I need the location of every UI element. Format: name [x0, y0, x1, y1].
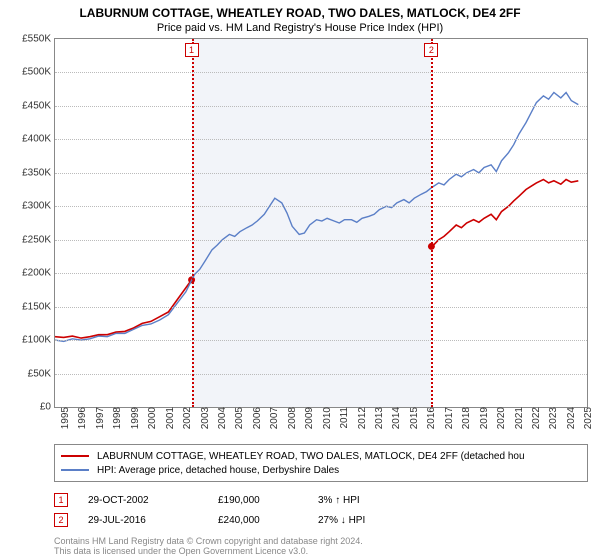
y-axis-tick-label: £450K — [22, 100, 55, 111]
sale-pct-vs-hpi: 3% ↑ HPI — [318, 495, 418, 506]
y-axis-tick-label: £100K — [22, 335, 55, 346]
x-axis-tick-label: 2015 — [407, 407, 420, 429]
x-axis-tick-label: 2024 — [564, 407, 577, 429]
sales-table: 1 29-OCT-2002 £190,000 3% ↑ HPI 2 29-JUL-2016… — [54, 490, 588, 530]
sale-vertical-line — [192, 39, 194, 407]
y-axis-tick-label: £550K — [22, 34, 55, 45]
x-axis-tick-label: 1995 — [58, 407, 71, 429]
x-axis-tick-label: 2006 — [250, 407, 263, 429]
sale-row: 1 29-OCT-2002 £190,000 3% ↑ HPI — [54, 490, 588, 510]
sale-price: £240,000 — [218, 515, 298, 526]
footer-line-1: Contains HM Land Registry data © Crown c… — [54, 536, 588, 546]
x-axis-tick-label: 2004 — [215, 407, 228, 429]
x-axis-tick-label: 2003 — [198, 407, 211, 429]
chart-subtitle: Price paid vs. HM Land Registry's House … — [0, 20, 600, 38]
y-axis-tick-label: £250K — [22, 234, 55, 245]
chart-title: LABURNUM COTTAGE, WHEATLEY ROAD, TWO DAL… — [0, 0, 600, 20]
series-line-hpi — [55, 93, 578, 342]
chart-footer: Contains HM Land Registry data © Crown c… — [54, 536, 588, 556]
chart-gridline — [55, 307, 587, 308]
chart-legend: LABURNUM COTTAGE, WHEATLEY ROAD, TWO DAL… — [54, 444, 588, 482]
x-axis-tick-label: 2009 — [302, 407, 315, 429]
x-axis-tick-label: 2019 — [477, 407, 490, 429]
x-axis-tick-label: 2012 — [355, 407, 368, 429]
y-axis-tick-label: £350K — [22, 167, 55, 178]
x-axis-tick-label: 2016 — [424, 407, 437, 429]
chart-gridline — [55, 139, 587, 140]
x-axis-tick-label: 2023 — [546, 407, 559, 429]
y-axis-tick-label: £50K — [28, 368, 55, 379]
y-axis-tick-label: £0 — [40, 402, 55, 413]
x-axis-tick-label: 2001 — [163, 407, 176, 429]
chart-gridline — [55, 273, 587, 274]
chart-gridline — [55, 173, 587, 174]
y-axis-tick-label: £200K — [22, 268, 55, 279]
x-axis-tick-label: 2007 — [267, 407, 280, 429]
series-line-price_paid — [55, 280, 192, 338]
footer-line-2: This data is licensed under the Open Gov… — [54, 546, 588, 556]
x-axis-tick-label: 1999 — [128, 407, 141, 429]
legend-label: LABURNUM COTTAGE, WHEATLEY ROAD, TWO DAL… — [97, 451, 525, 462]
legend-swatch — [61, 455, 89, 457]
chart-gridline — [55, 240, 587, 241]
series-line-price_paid — [431, 180, 578, 247]
sale-marker-box: 1 — [185, 43, 199, 57]
chart-plot-area: £0£50K£100K£150K£200K£250K£300K£350K£400… — [54, 38, 588, 408]
x-axis-tick-label: 2010 — [320, 407, 333, 429]
chart-gridline — [55, 374, 587, 375]
x-axis-tick-label: 2013 — [372, 407, 385, 429]
x-axis-tick-label: 1997 — [93, 407, 106, 429]
chart-svg — [55, 39, 587, 407]
y-axis-tick-label: £300K — [22, 201, 55, 212]
x-axis-tick-label: 2017 — [442, 407, 455, 429]
sale-date: 29-OCT-2002 — [88, 495, 198, 506]
chart-gridline — [55, 72, 587, 73]
x-axis-tick-label: 2022 — [529, 407, 542, 429]
x-axis-tick-label: 1996 — [75, 407, 88, 429]
sale-row-marker: 1 — [54, 493, 68, 507]
x-axis-tick-label: 2018 — [459, 407, 472, 429]
sale-row: 2 29-JUL-2016 £240,000 27% ↓ HPI — [54, 510, 588, 530]
x-axis-tick-label: 2025 — [581, 407, 594, 429]
sale-vertical-line — [431, 39, 433, 407]
legend-label: HPI: Average price, detached house, Derb… — [97, 465, 339, 476]
x-axis-tick-label: 2008 — [285, 407, 298, 429]
x-axis-tick-label: 1998 — [110, 407, 123, 429]
y-axis-tick-label: £150K — [22, 301, 55, 312]
chart-container: LABURNUM COTTAGE, WHEATLEY ROAD, TWO DAL… — [0, 0, 600, 560]
x-axis-tick-label: 2002 — [180, 407, 193, 429]
x-axis-tick-label: 2014 — [389, 407, 402, 429]
x-axis-tick-label: 2000 — [145, 407, 158, 429]
legend-item: HPI: Average price, detached house, Derb… — [61, 463, 581, 477]
x-axis-tick-label: 2011 — [337, 407, 350, 429]
sale-price: £190,000 — [218, 495, 298, 506]
sale-marker-box: 2 — [424, 43, 438, 57]
chart-gridline — [55, 206, 587, 207]
x-axis-tick-label: 2021 — [512, 407, 525, 429]
x-axis-tick-label: 2005 — [232, 407, 245, 429]
legend-item: LABURNUM COTTAGE, WHEATLEY ROAD, TWO DAL… — [61, 449, 581, 463]
y-axis-tick-label: £500K — [22, 67, 55, 78]
x-axis-tick-label: 2020 — [494, 407, 507, 429]
y-axis-tick-label: £400K — [22, 134, 55, 145]
chart-gridline — [55, 340, 587, 341]
legend-swatch — [61, 469, 89, 471]
chart-gridline — [55, 106, 587, 107]
sale-pct-vs-hpi: 27% ↓ HPI — [318, 515, 418, 526]
sale-row-marker: 2 — [54, 513, 68, 527]
sale-date: 29-JUL-2016 — [88, 515, 198, 526]
